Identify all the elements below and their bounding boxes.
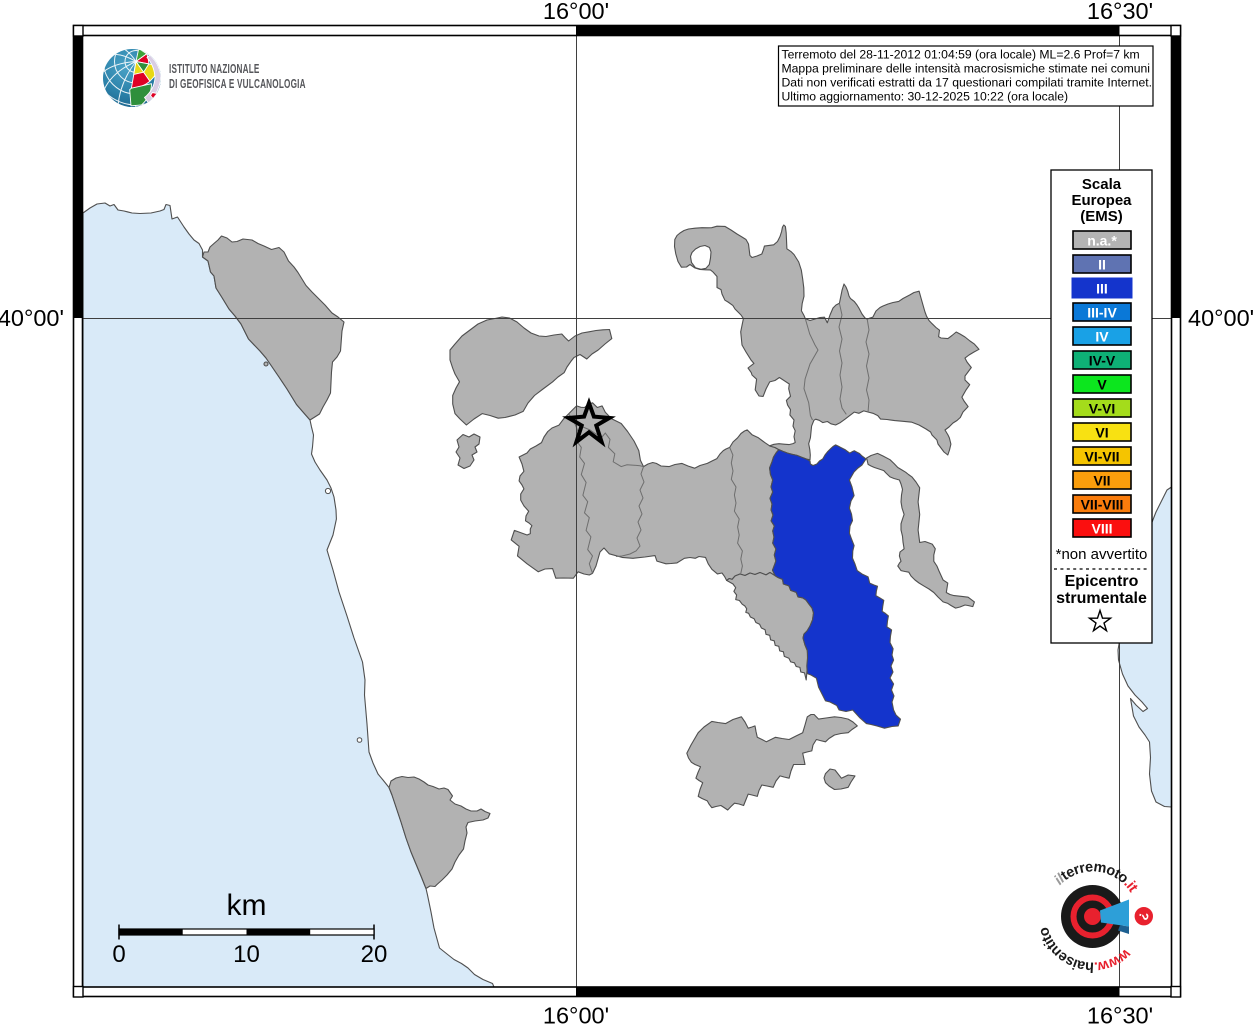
svg-text:n.a.*: n.a.* (1087, 233, 1117, 249)
svg-text:(EMS): (EMS) (1080, 208, 1123, 225)
svg-text:III-IV: III-IV (1087, 305, 1117, 321)
svg-text:Scala: Scala (1082, 176, 1122, 193)
svg-text:*non avvertito: *non avvertito (1056, 546, 1148, 563)
svg-text:16°00': 16°00' (543, 0, 609, 24)
svg-text:40°00': 40°00' (1188, 305, 1254, 331)
svg-text:Terremoto del 28-11-2012 01:04: Terremoto del 28-11-2012 01:04:59 (ora l… (782, 48, 1140, 62)
svg-text:VII-VIII: VII-VIII (1081, 497, 1124, 513)
svg-text:16°30': 16°30' (1087, 1003, 1153, 1024)
svg-text:III: III (1096, 281, 1108, 297)
svg-text:strumentale: strumentale (1056, 590, 1147, 607)
svg-text:Mappa preliminare delle intens: Mappa preliminare delle intensità macros… (782, 62, 1151, 76)
svg-text:V: V (1097, 377, 1107, 393)
svg-text:16°00': 16°00' (543, 1003, 609, 1024)
svg-text:Europea: Europea (1071, 192, 1132, 209)
svg-text:Ultimo aggiornamento: 30-12-20: Ultimo aggiornamento: 30-12-2025 10:22 (… (782, 90, 1069, 104)
svg-text:VIII: VIII (1091, 521, 1112, 537)
svg-text:16°30': 16°30' (1087, 0, 1153, 24)
svg-text:IV-V: IV-V (1089, 353, 1116, 369)
svg-text:V-VI: V-VI (1089, 401, 1115, 417)
svg-text:10: 10 (233, 941, 260, 968)
svg-text:km: km (227, 889, 267, 922)
svg-text:IV: IV (1095, 329, 1109, 345)
svg-text:VI: VI (1095, 425, 1108, 441)
svg-text:?: ? (1136, 910, 1153, 922)
svg-text:ISTITUTO NAZIONALE: ISTITUTO NAZIONALE (169, 62, 260, 76)
svg-text:0: 0 (112, 941, 125, 968)
svg-text:20: 20 (361, 941, 388, 968)
svg-text:40°00': 40°00' (0, 305, 64, 331)
svg-text:VI-VII: VI-VII (1084, 449, 1119, 465)
svg-text:Epicentro: Epicentro (1065, 573, 1139, 590)
svg-text:DI GEOFISICA E VULCANOLOGIA: DI GEOFISICA E VULCANOLOGIA (169, 77, 306, 91)
svg-text:VII: VII (1093, 473, 1110, 489)
svg-text:Dati non verificati estratti d: Dati non verificati estratti da 17 quest… (782, 76, 1153, 90)
svg-text:II: II (1098, 257, 1106, 273)
